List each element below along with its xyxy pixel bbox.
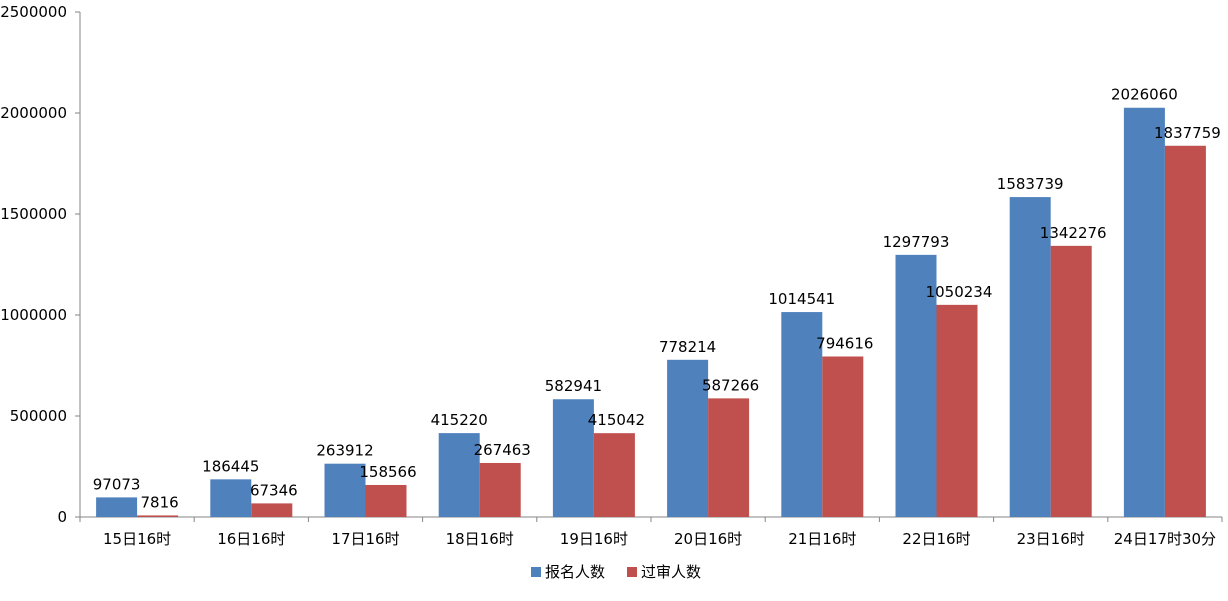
x-tick-label: 21日16时: [788, 530, 856, 548]
data-label: 1050234: [926, 283, 993, 301]
data-label: 582941: [545, 377, 602, 395]
x-tick-label: 23日16时: [1017, 530, 1085, 548]
data-label: 415220: [431, 411, 488, 429]
y-tick-label: 2000000: [0, 104, 67, 122]
legend-label: 过审人数: [641, 563, 701, 581]
bar-approved: [479, 462, 521, 517]
data-label: 587266: [702, 376, 759, 394]
data-label: 67346: [250, 481, 298, 499]
bars: [96, 107, 1206, 518]
bar-registrations: [96, 497, 138, 517]
bar-approved: [365, 484, 407, 517]
data-label: 263912: [316, 442, 373, 460]
data-label: 158566: [359, 463, 416, 481]
x-axis-ticks: 15日16时 16日16时 17日16时 18日16时 19日16时 20日16时 21日1…: [79, 517, 1223, 548]
data-label: 267463: [474, 441, 531, 459]
bar-registrations: [552, 399, 594, 517]
x-tick-label: 18日16时: [446, 530, 514, 548]
x-tick-label: 24日17时30分: [1114, 530, 1216, 548]
data-label: 1583739: [997, 175, 1064, 193]
bar-approved: [137, 515, 179, 517]
x-tick-label: 15日16时: [103, 530, 171, 548]
x-tick-label: 16日16时: [217, 530, 285, 548]
bar-registrations: [210, 479, 252, 517]
legend-label: 报名人数: [545, 563, 605, 581]
bar-registrations: [438, 433, 480, 517]
x-tick-label: 20日16时: [674, 530, 742, 548]
bar-registrations: [781, 312, 823, 517]
y-tick-label: 2500000: [0, 3, 67, 21]
legend-swatch: [531, 567, 541, 577]
bar-approved: [593, 433, 635, 517]
data-label: 1297793: [883, 233, 950, 251]
bar-approved: [708, 398, 750, 517]
bar-approved: [1050, 245, 1092, 518]
data-label: 1014541: [768, 290, 835, 308]
bar-registrations: [324, 463, 366, 517]
data-label: 1837759: [1154, 124, 1221, 142]
data-label: 778214: [659, 338, 716, 356]
y-tick-label: 1500000: [0, 205, 67, 223]
data-label: 7816: [141, 493, 179, 511]
bar-approved: [1164, 145, 1206, 517]
y-axis-ticks: 0 500000 1000000 1500000 2000000 2500000: [0, 3, 80, 526]
bar-approved: [822, 356, 864, 517]
data-label: 186445: [202, 457, 259, 475]
x-tick-label: 19日16时: [560, 530, 628, 548]
bar-registrations: [1009, 197, 1051, 517]
y-tick-label: 0: [57, 508, 67, 526]
legend: 报名人数 过审人数: [531, 563, 701, 581]
x-tick-label: 22日16时: [902, 530, 970, 548]
data-label: 97073: [93, 475, 141, 493]
data-label: 415042: [588, 411, 645, 429]
x-tick-label: 17日16时: [331, 530, 399, 548]
bar-registrations: [895, 254, 937, 517]
bar-registrations: [1123, 107, 1165, 518]
bar-registrations: [667, 359, 709, 517]
data-label: 2026060: [1111, 86, 1178, 104]
data-label: 1342276: [1040, 224, 1107, 242]
bar-approved: [936, 304, 978, 517]
bar-approved: [251, 503, 293, 517]
data-label: 794616: [816, 334, 873, 352]
y-tick-label: 1000000: [0, 306, 67, 324]
y-tick-label: 500000: [10, 407, 67, 425]
legend-swatch: [627, 567, 637, 577]
